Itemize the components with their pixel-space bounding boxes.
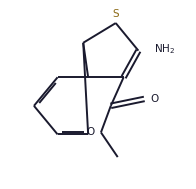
Text: O: O: [87, 127, 95, 137]
Text: O: O: [150, 94, 159, 104]
Text: S: S: [113, 9, 119, 19]
Text: NH$_2$: NH$_2$: [154, 42, 175, 56]
